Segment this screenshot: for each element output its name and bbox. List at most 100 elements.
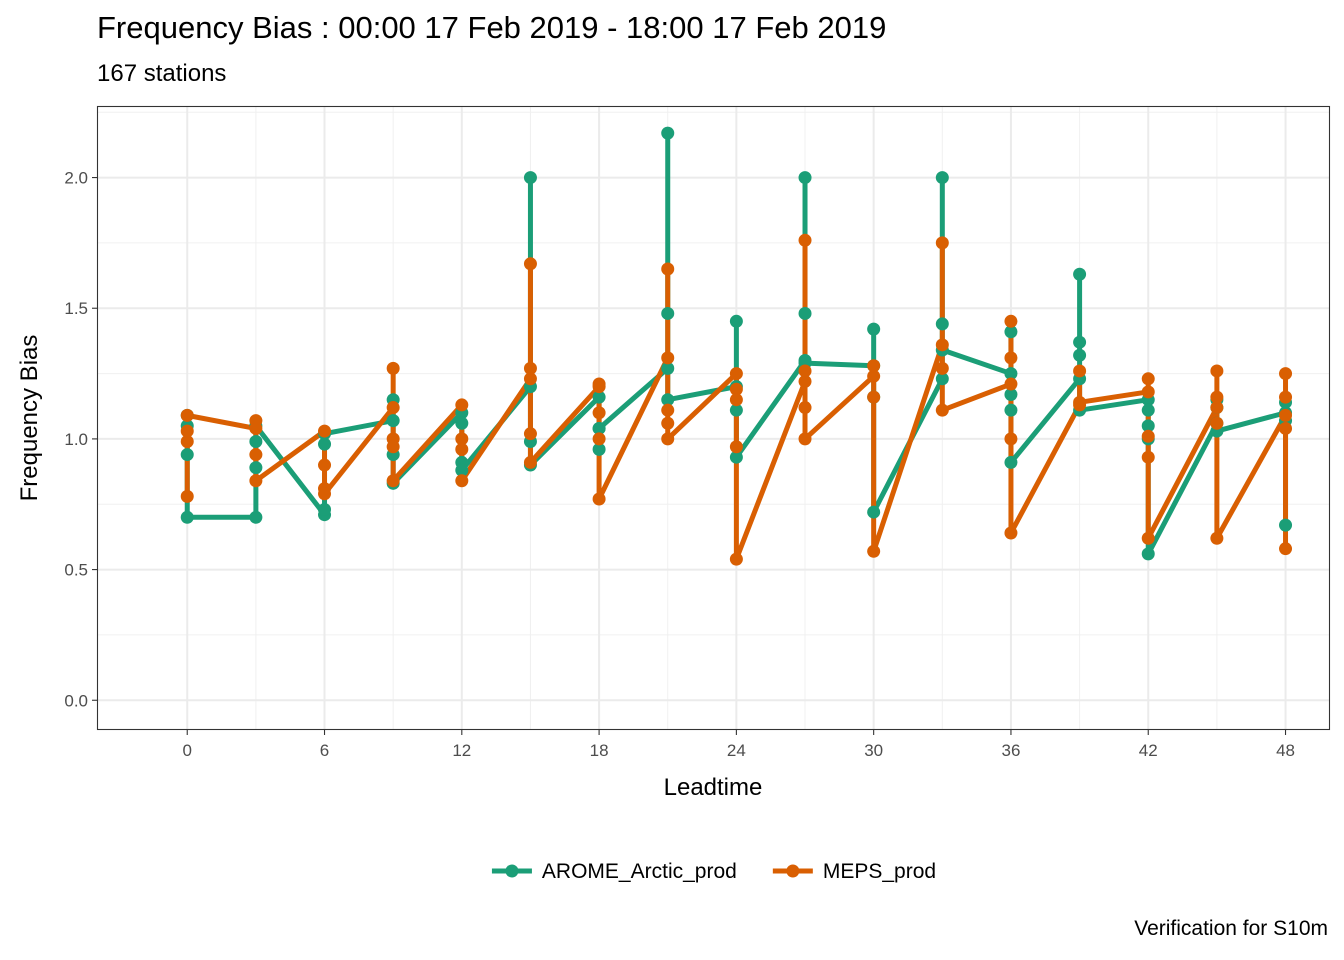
data-point [523, 257, 537, 271]
data-point [935, 236, 949, 250]
data-point [455, 416, 469, 430]
data-point [1210, 401, 1224, 415]
data-point [729, 450, 743, 464]
data-point [180, 489, 194, 503]
data-point [867, 359, 881, 373]
data-point [935, 361, 949, 375]
data-point [729, 314, 743, 328]
data-point [592, 421, 606, 435]
data-point [455, 463, 469, 477]
data-point [1004, 325, 1018, 339]
data-point [729, 393, 743, 407]
y-tick-label: 1.5 [64, 299, 88, 318]
data-point [249, 474, 263, 488]
data-point [798, 171, 812, 185]
data-point [455, 442, 469, 456]
data-point [180, 448, 194, 462]
data-point [1279, 367, 1293, 381]
data-point [729, 552, 743, 566]
data-point [1004, 403, 1018, 417]
data-layer [180, 126, 1293, 566]
data-point [249, 414, 263, 428]
data-point [798, 432, 812, 446]
data-point [1141, 403, 1155, 417]
data-point [318, 502, 332, 516]
data-point [318, 458, 332, 472]
data-point [318, 424, 332, 438]
x-tick-label: 42 [1139, 741, 1158, 760]
data-point [386, 361, 400, 375]
data-point [180, 435, 194, 449]
y-tick-label: 0.0 [64, 691, 88, 710]
data-point [318, 487, 332, 501]
data-point [729, 440, 743, 454]
data-point [1004, 377, 1018, 391]
data-point [455, 398, 469, 412]
data-point [249, 448, 263, 462]
data-point [935, 317, 949, 331]
data-point [318, 437, 332, 451]
data-point [661, 351, 675, 365]
y-axis-title: Frequency Bias [16, 335, 43, 502]
data-point [1279, 390, 1293, 404]
data-point [180, 510, 194, 524]
data-point [1210, 531, 1224, 545]
data-point [1141, 429, 1155, 443]
data-point [661, 393, 675, 407]
data-point [935, 171, 949, 185]
data-point [523, 427, 537, 441]
data-point [661, 306, 675, 320]
data-point [1073, 364, 1087, 378]
data-point [180, 424, 194, 438]
data-point [249, 435, 263, 449]
x-tick-label: 48 [1276, 741, 1295, 760]
data-point [729, 382, 743, 396]
data-point [1279, 408, 1293, 422]
data-point [455, 432, 469, 446]
data-point [1004, 367, 1018, 381]
data-point [1073, 348, 1087, 362]
data-point [798, 306, 812, 320]
x-tick-label: 24 [727, 741, 746, 760]
data-point [592, 406, 606, 420]
data-point [798, 374, 812, 388]
x-tick-label: 36 [1001, 741, 1020, 760]
x-tick-label: 0 [183, 741, 192, 760]
data-point [386, 401, 400, 415]
data-point [1141, 385, 1155, 399]
data-point [523, 372, 537, 386]
y-tick-label: 0.5 [64, 561, 88, 580]
legend-key-point [786, 864, 800, 878]
data-point [1141, 372, 1155, 386]
data-point [1141, 419, 1155, 433]
data-point [661, 403, 675, 417]
data-point [1073, 335, 1087, 349]
chart-caption: Verification for S10m [1134, 917, 1328, 940]
x-tick-label: 6 [320, 741, 329, 760]
data-point [1210, 390, 1224, 404]
data-point [1279, 542, 1293, 556]
x-tick-label: 12 [452, 741, 471, 760]
data-point [249, 510, 263, 524]
data-point [1141, 547, 1155, 561]
data-point [661, 126, 675, 140]
data-point [867, 322, 881, 336]
data-point [523, 361, 537, 375]
data-point [1004, 387, 1018, 401]
data-point [867, 505, 881, 519]
data-point [1141, 531, 1155, 545]
data-point [386, 440, 400, 454]
y-tick-label: 2.0 [64, 169, 88, 188]
data-point [1073, 395, 1087, 409]
data-point [1279, 421, 1293, 435]
data-point [386, 414, 400, 428]
data-point [249, 461, 263, 475]
data-point [661, 416, 675, 430]
x-tick-label: 30 [864, 741, 883, 760]
data-point [867, 544, 881, 558]
data-point [523, 455, 537, 469]
data-point [935, 372, 949, 386]
data-point [798, 401, 812, 415]
data-point [1004, 314, 1018, 328]
data-point [386, 474, 400, 488]
